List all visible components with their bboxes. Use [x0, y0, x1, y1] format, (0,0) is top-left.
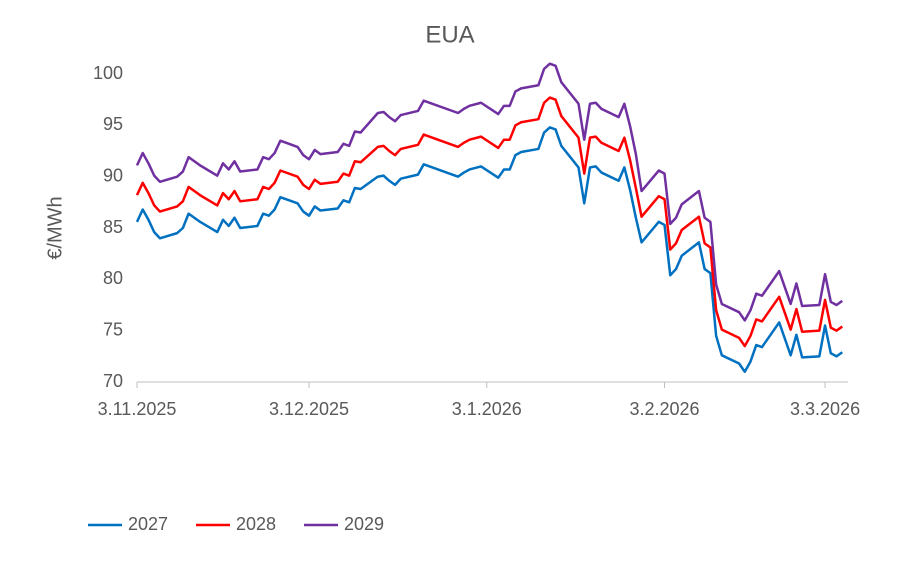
- x-tick-label: 3.3.2026: [790, 399, 860, 419]
- series-line: [135, 96, 843, 348]
- y-tick-label: 95: [103, 114, 123, 134]
- y-tick-label: 85: [103, 217, 123, 237]
- legend-label: 2029: [344, 514, 384, 534]
- y-tick-label: 75: [103, 319, 123, 339]
- x-tick-label: 3.12.2025: [269, 399, 349, 419]
- y-tick-label: 90: [103, 165, 123, 185]
- y-tick-label: 70: [103, 371, 123, 391]
- series-line: [135, 126, 843, 373]
- series-line: [135, 62, 843, 322]
- y-axis-label: €/MWh: [44, 196, 66, 259]
- legend-label: 2028: [236, 514, 276, 534]
- x-tick-label: 3.11.2025: [98, 399, 177, 419]
- y-tick-label: 100: [93, 63, 123, 83]
- y-tick-label: 80: [103, 268, 123, 288]
- chart-title: EUA: [425, 21, 474, 48]
- legend-label: 2027: [128, 514, 168, 534]
- x-tick-label: 3.1.2026: [452, 399, 522, 419]
- x-tick-label: 3.2.2026: [629, 399, 699, 419]
